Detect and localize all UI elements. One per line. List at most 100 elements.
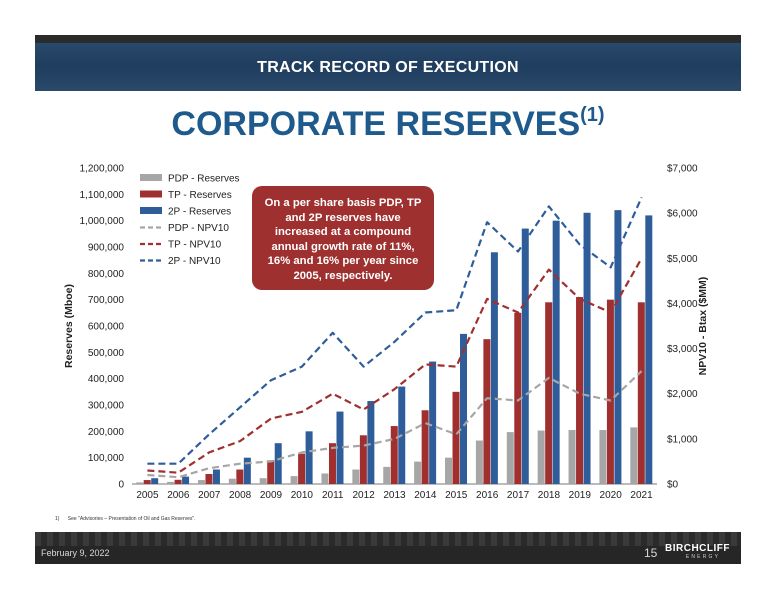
legend-label: TP - NPV10: [168, 240, 222, 251]
bar: [167, 481, 175, 484]
bar: [298, 453, 306, 484]
legend-swatch: [140, 190, 162, 198]
bar: [212, 469, 220, 484]
bar: [483, 339, 491, 484]
footnote-text: See "Advisories – Presentation of Oil an…: [67, 516, 196, 522]
legend-label: PDP - NPV10: [168, 223, 229, 234]
x-tick-label: 2021: [630, 490, 653, 501]
y2-tick-label: $2,000: [667, 389, 698, 400]
page-number: 15: [644, 546, 658, 560]
y2-tick-label: $1,000: [667, 434, 698, 445]
title-footnote-ref: (1): [580, 104, 605, 126]
y-tick-label: 1,000,000: [80, 216, 125, 227]
bar: [414, 461, 422, 484]
y-tick-label: 0: [118, 480, 124, 491]
bar: [537, 430, 545, 484]
bar: [445, 457, 453, 484]
x-tick-label: 2008: [229, 490, 252, 501]
bar: [274, 443, 282, 484]
bar: [174, 479, 182, 484]
x-tick-label: 2017: [507, 490, 530, 501]
bar: [568, 430, 576, 484]
bar: [359, 435, 367, 484]
y-tick-label: 700,000: [88, 295, 125, 306]
logo-sub-text: ENERGY: [685, 554, 721, 560]
npv-line: [147, 370, 643, 479]
y2-tick-label: $5,000: [667, 254, 698, 265]
y-axis-title: Reserves (Mboe): [63, 284, 75, 368]
y2-tick-label: $6,000: [667, 209, 698, 220]
banner-top-strip: [35, 35, 741, 43]
bar: [514, 312, 522, 484]
x-tick-label: 2012: [352, 490, 375, 501]
y-tick-label: 500,000: [88, 348, 125, 359]
bar: [521, 228, 529, 484]
legend-label: 2P - NPV10: [168, 256, 221, 267]
y-tick-label: 1,200,000: [80, 164, 125, 175]
chart-labels: 0 100,000 200,000 300,000 400,000 500,000 600,…: [63, 164, 709, 502]
footer: February 9, 2022 15 BIRCHCLIFF ENERGY: [35, 532, 741, 564]
y-tick-label: 1,100,000: [80, 190, 125, 201]
y-tick-label: 800,000: [88, 269, 125, 280]
y-tick-label: 200,000: [88, 427, 125, 438]
legend-swatch: [140, 174, 162, 181]
footnote: 1) See "Advisories – Presentation of Oil…: [55, 516, 196, 522]
bar: [506, 432, 514, 484]
bar: [151, 478, 159, 484]
footer-pattern: [35, 532, 741, 546]
bar: [490, 252, 498, 484]
npv-line: [147, 257, 643, 474]
npv-line: [147, 196, 643, 465]
banner-title: TRACK RECORD OF EXECUTION: [257, 59, 519, 76]
x-tick-label: 2013: [383, 490, 406, 501]
header-banner: TRACK RECORD OF EXECUTION: [35, 35, 741, 91]
y-tick-label: 100,000: [88, 453, 125, 464]
chart-legend: PDP - Reserves TP - Reserves 2P - Reserves…: [140, 174, 240, 267]
legend-label: PDP - Reserves: [168, 174, 240, 185]
x-tick-label: 2015: [445, 490, 468, 501]
y-tick-label: 400,000: [88, 374, 125, 385]
bar: [228, 478, 236, 484]
y2-axis-title: NPV10 - Btax ($MM): [697, 277, 709, 376]
chart-bars: [136, 210, 653, 484]
y2-tick-label: $7,000: [667, 164, 698, 175]
bar: [197, 480, 205, 484]
x-tick-label: 2005: [136, 490, 159, 501]
bar: [583, 212, 591, 484]
bar: [305, 431, 313, 484]
y-tick-label: 300,000: [88, 401, 125, 412]
x-tick-label: 2010: [291, 490, 314, 501]
x-tick-label: 2014: [414, 490, 437, 501]
bar: [182, 476, 190, 484]
y2-tick-label: $3,000: [667, 344, 698, 355]
bar: [143, 480, 151, 484]
bar: [352, 469, 360, 484]
bar: [606, 299, 614, 484]
bar: [552, 220, 560, 484]
x-tick-label: 2018: [538, 490, 561, 501]
cagr-callout: On a per share basis PDP, TP and 2P rese…: [252, 186, 434, 290]
bar: [614, 210, 622, 484]
bar: [236, 469, 244, 484]
bar: [367, 401, 375, 484]
bar: [645, 215, 653, 484]
bar: [205, 473, 213, 484]
bar: [267, 460, 275, 484]
bar: [452, 391, 460, 484]
x-tick-label: 2009: [260, 490, 283, 501]
page-title-text: CORPORATE RESERVES: [171, 105, 581, 143]
bar: [243, 457, 251, 484]
bar: [390, 426, 398, 484]
bar: [328, 443, 336, 484]
bar: [136, 482, 144, 484]
legend-swatch: [140, 207, 162, 214]
bar: [576, 297, 584, 484]
x-tick-label: 2007: [198, 490, 221, 501]
x-tick-label: 2011: [322, 490, 344, 501]
bar: [336, 411, 344, 484]
bar: [290, 476, 298, 484]
footnote-marker: 1): [55, 516, 60, 522]
bar: [429, 361, 437, 484]
x-tick-label: 2020: [600, 490, 623, 501]
